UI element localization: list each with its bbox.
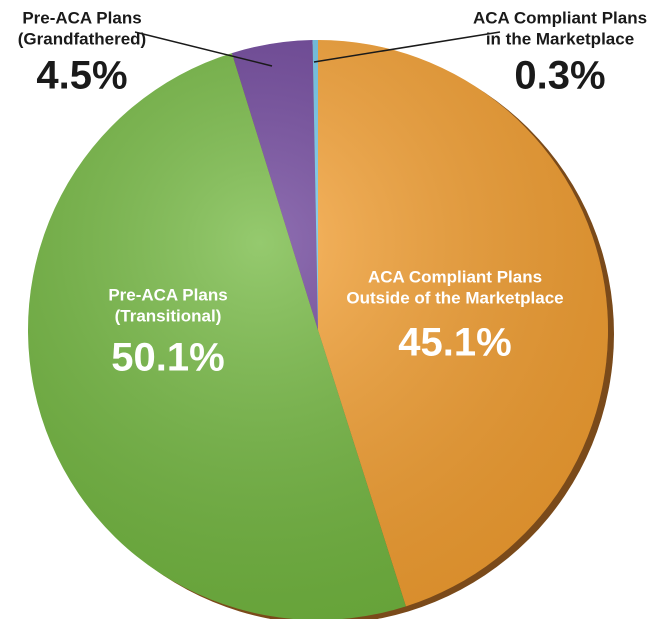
slice-label: (Grandfathered) bbox=[18, 29, 146, 48]
slice-label: Pre-ACA Plans bbox=[108, 285, 227, 304]
leader-line bbox=[313, 31, 501, 63]
value-label: 45.1% bbox=[398, 321, 511, 365]
slice-label: ACA Compliant Plans bbox=[473, 8, 647, 27]
slice-label: in the Marketplace bbox=[486, 29, 634, 48]
leader-line bbox=[134, 31, 273, 67]
slice-label: (Transitional) bbox=[115, 306, 222, 325]
value-label: 0.3% bbox=[514, 54, 605, 98]
slice-label: Pre-ACA Plans bbox=[22, 8, 141, 27]
slice-label: ACA Compliant Plans bbox=[368, 267, 542, 286]
value-label: 50.1% bbox=[111, 336, 224, 380]
value-label: 4.5% bbox=[36, 54, 127, 98]
slice-label: Outside of the Marketplace bbox=[346, 288, 563, 307]
